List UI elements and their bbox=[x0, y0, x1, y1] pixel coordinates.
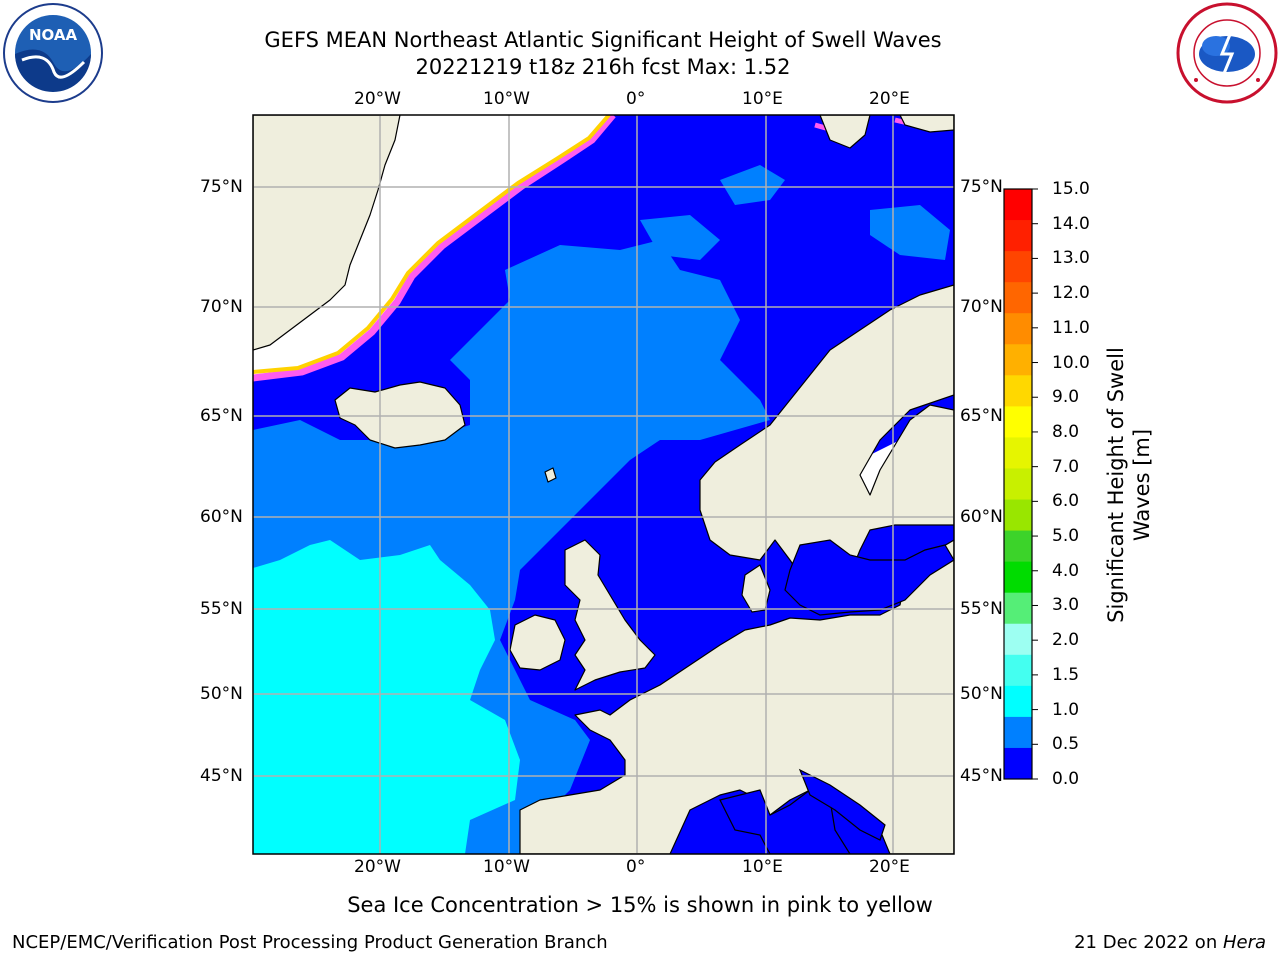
colorbar-tick-label: 1.0 bbox=[1052, 699, 1080, 720]
colorbar-tick-label: 0.0 bbox=[1052, 769, 1080, 789]
lat-label-left-75n: 75°N bbox=[200, 177, 243, 197]
lon-label-bottom-0: 0° bbox=[626, 857, 646, 877]
colorbar-tick-label: 13.0 bbox=[1052, 248, 1090, 269]
lon-label-bottom-10w: 10°W bbox=[483, 857, 530, 877]
land-svalbard-east bbox=[899, 115, 954, 133]
land-greenland bbox=[253, 115, 401, 351]
lon-label-top-20w: 20°W bbox=[354, 89, 401, 109]
lat-label-left-60n: 60°N bbox=[200, 507, 243, 527]
sea-ice-edge-yellow bbox=[253, 115, 611, 374]
lat-label-right-55n: 55°N bbox=[960, 599, 1003, 619]
colorbar-segment-13 bbox=[1004, 592, 1032, 625]
colorbar-title-line2: Waves [m] bbox=[1130, 428, 1154, 542]
lon-label-top-20e: 20°E bbox=[869, 89, 910, 109]
branch-credit: NCEP/EMC/Verification Post Processing Pr… bbox=[12, 932, 608, 953]
colorbar-tick-label: 8.0 bbox=[1052, 421, 1080, 442]
lat-label-right-65n: 65°N bbox=[960, 406, 1003, 426]
host-name: Hera bbox=[1222, 932, 1266, 953]
colorbar-tick-label: 9.0 bbox=[1052, 387, 1080, 408]
lat-label-right-70n: 70°N bbox=[960, 297, 1003, 317]
water-tyrrhenian bbox=[719, 789, 851, 854]
colorbar-tick-label: 10.0 bbox=[1052, 352, 1090, 373]
nws-logo bbox=[1176, 2, 1278, 104]
land-ireland bbox=[509, 614, 566, 671]
lat-label-left-45n: 45°N bbox=[200, 766, 243, 786]
water-baltic bbox=[784, 539, 954, 616]
lon-label-bottom-20w: 20°W bbox=[354, 857, 401, 877]
colorbar-segment-12 bbox=[1004, 561, 1032, 594]
land-great-britain bbox=[564, 539, 656, 691]
colorbar-tick-label: 12.0 bbox=[1052, 283, 1090, 304]
lat-label-left-50n: 50°N bbox=[200, 684, 243, 704]
colorbar-segment-16 bbox=[1004, 685, 1032, 718]
noaa-logo: NOAA bbox=[2, 2, 104, 104]
lon-label-top-0: 0° bbox=[626, 89, 646, 109]
water-adriatic bbox=[798, 768, 886, 841]
colorbar-tick-label: 7.0 bbox=[1052, 456, 1080, 477]
lat-label-left-70n: 70°N bbox=[200, 297, 243, 317]
lat-label-right-60n: 60°N bbox=[960, 507, 1003, 527]
lat-label-right-75n: 75°N bbox=[960, 177, 1003, 197]
colorbar-segment-8 bbox=[1004, 437, 1032, 469]
lat-label-left-55n: 55°N bbox=[200, 599, 243, 619]
sea-ice-note: Sea Ice Concentration > 15% is shown in … bbox=[347, 893, 933, 917]
land-denmark bbox=[741, 564, 771, 613]
colorbar-segment-5 bbox=[1004, 344, 1032, 376]
colorbar-tick-label: 15.0 bbox=[1052, 179, 1090, 199]
lon-label-bottom-10e: 10°E bbox=[742, 857, 783, 877]
map-frame bbox=[252, 114, 955, 855]
colorbar-segment-11 bbox=[1004, 530, 1032, 563]
colorbar-tick-label: 3.0 bbox=[1052, 595, 1080, 616]
swell-patch-north-3 bbox=[640, 215, 720, 260]
colorbar-tick-label: 11.0 bbox=[1052, 317, 1090, 338]
colorbar-frame bbox=[1003, 188, 1033, 780]
colorbar-segment-18 bbox=[1004, 747, 1032, 780]
colorbar-segment-4 bbox=[1004, 313, 1032, 345]
land-svalbard bbox=[819, 115, 871, 149]
swell-patch-north-2 bbox=[870, 205, 950, 260]
colorbar-tick-label: 14.0 bbox=[1052, 213, 1090, 234]
lon-label-bottom-20e: 20°E bbox=[869, 857, 910, 877]
colorbar-tick-label: 1.5 bbox=[1052, 664, 1080, 685]
chart-subtitle: 20221219 t18z 216h fcst Max: 1.52 bbox=[415, 55, 791, 79]
colorbar-segment-7 bbox=[1004, 406, 1032, 438]
colorbar-segment-17 bbox=[1004, 716, 1032, 749]
land-faroe bbox=[544, 467, 557, 483]
land-iceland bbox=[334, 381, 466, 449]
colorbar-segment-15 bbox=[1004, 654, 1032, 687]
colorbar-segment-6 bbox=[1004, 375, 1032, 407]
date-text: 21 Dec 2022 on bbox=[1074, 932, 1223, 953]
noaa-logo-text: NOAA bbox=[29, 26, 78, 44]
colorbar-tick-label: 0.5 bbox=[1052, 734, 1080, 755]
colorbar-tick-label: 4.0 bbox=[1052, 560, 1080, 581]
lat-label-left-65n: 65°N bbox=[200, 406, 243, 426]
sea-ice-edge-pink bbox=[253, 115, 616, 382]
colorbar-segment-1 bbox=[1004, 220, 1032, 252]
colorbar-title-line1: Significant Height of Swell bbox=[1104, 347, 1128, 623]
colorbar-tick-label: 2.0 bbox=[1052, 630, 1080, 651]
lat-label-right-50n: 50°N bbox=[960, 684, 1003, 704]
lon-label-top-10w: 10°W bbox=[483, 89, 530, 109]
map-layers bbox=[253, 115, 954, 854]
colorbar-tick-label: 6.0 bbox=[1052, 491, 1080, 512]
colorbar-segment-10 bbox=[1004, 499, 1032, 532]
colorbar-segment-0 bbox=[1004, 189, 1032, 221]
colorbar-segment-14 bbox=[1004, 623, 1032, 656]
colorbar-segment-2 bbox=[1004, 251, 1032, 283]
colorbar-segment-3 bbox=[1004, 282, 1032, 314]
lat-label-right-45n: 45°N bbox=[960, 766, 1003, 786]
chart-title: GEFS MEAN Northeast Atlantic Significant… bbox=[264, 28, 942, 52]
colorbar-tick-label: 5.0 bbox=[1052, 526, 1080, 547]
date-credit: 21 Dec 2022 on Hera bbox=[1074, 932, 1266, 954]
lon-label-top-10e: 10°E bbox=[742, 89, 783, 109]
colorbar-segment-9 bbox=[1004, 468, 1032, 501]
swell-patch-north-1 bbox=[720, 165, 785, 205]
